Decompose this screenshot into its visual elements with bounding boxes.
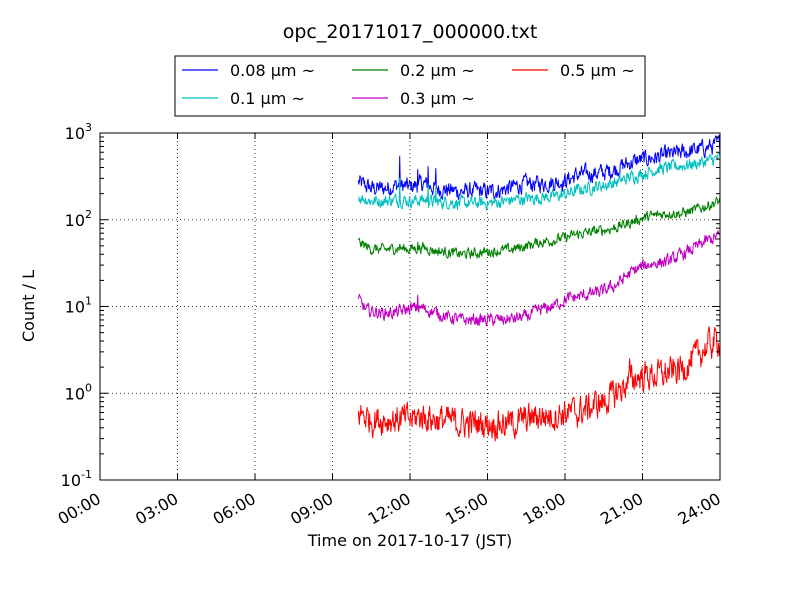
series-lines xyxy=(357,134,721,442)
y-tick-label: 102 xyxy=(65,208,92,230)
legend-label: 0.3 μm ~ xyxy=(400,89,475,108)
y-tick-label: 10-1 xyxy=(61,468,92,490)
legend-label: 0.1 μm ~ xyxy=(230,89,305,108)
y-tick-label: 103 xyxy=(65,121,92,143)
legend-box xyxy=(174,55,646,117)
y-tick-label: 100 xyxy=(65,381,92,403)
series-line xyxy=(357,326,721,442)
series-line xyxy=(357,134,721,200)
legend-label: 0.5 μm ~ xyxy=(560,61,635,80)
y-axis-label: Count / L xyxy=(19,270,38,342)
series-line xyxy=(357,230,721,327)
chart-title: opc_20171017_000000.txt xyxy=(283,21,538,43)
x-axis-label: Time on 2017-10-17 (JST) xyxy=(307,531,512,550)
series-line xyxy=(358,151,721,211)
series-line xyxy=(357,196,721,260)
y-tick-label: 101 xyxy=(65,295,92,317)
legend-label: 0.08 μm ~ xyxy=(230,61,315,80)
legend-label: 0.2 μm ~ xyxy=(400,61,475,80)
legend: 0.08 μm ~ 0.1 μm ~ 0.2 μm ~ 0.3 μm ~ 0.5 μm … xyxy=(174,55,646,117)
